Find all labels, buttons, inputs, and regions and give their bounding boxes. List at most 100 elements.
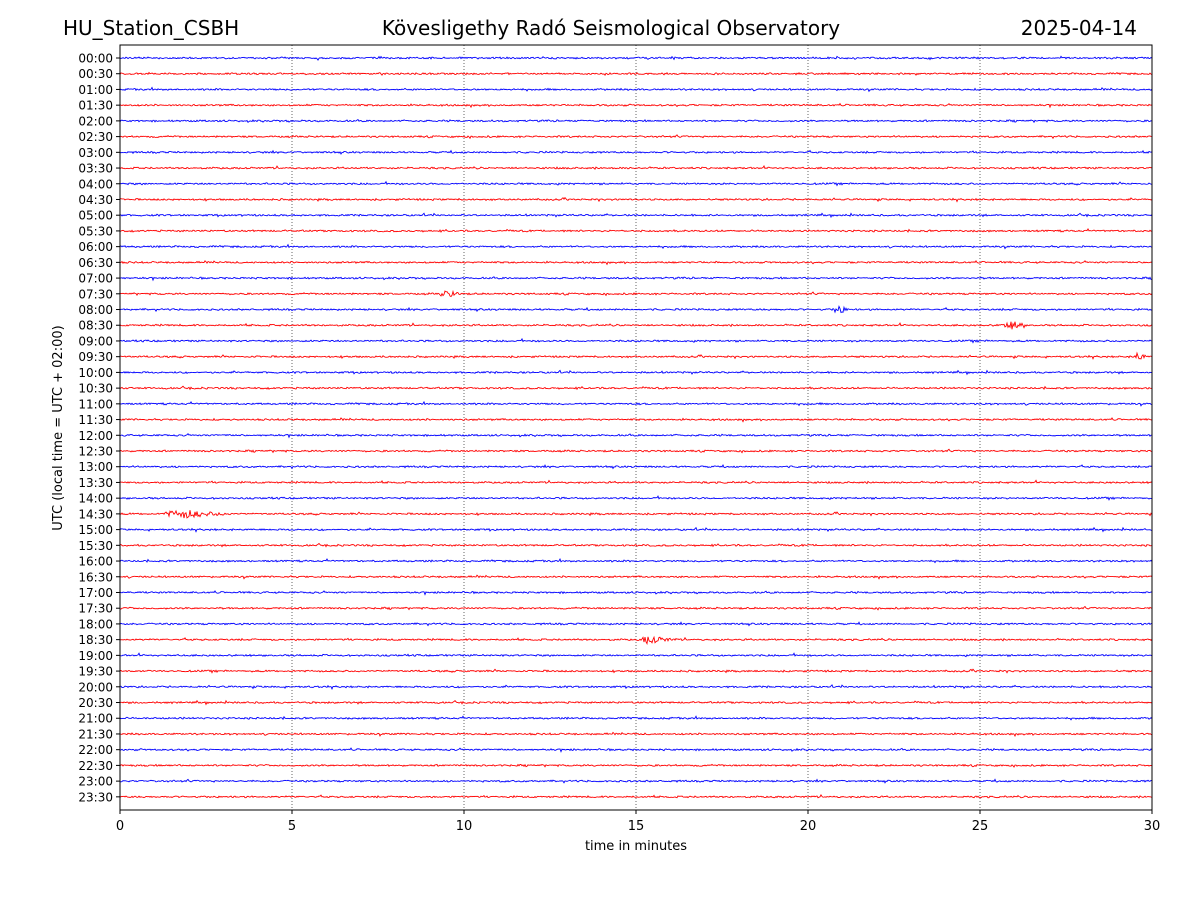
trace-0830 xyxy=(119,321,1153,330)
y-tick-label: 12:00 xyxy=(78,429,113,443)
x-tick-label: 0 xyxy=(116,819,124,834)
y-tick-label: 15:30 xyxy=(78,539,113,553)
grid-lines xyxy=(291,45,981,810)
trace-1600 xyxy=(119,558,1153,564)
trace-0800 xyxy=(119,305,1153,314)
y-tick-label: 17:30 xyxy=(78,602,113,616)
trace-0230 xyxy=(119,134,1153,140)
y-tick-label: 09:30 xyxy=(78,350,113,364)
y-tick-label: 06:30 xyxy=(78,256,113,270)
trace-0000 xyxy=(119,55,1153,61)
x-tick-label: 10 xyxy=(456,819,473,834)
trace-0700 xyxy=(119,276,1153,282)
trace-1800 xyxy=(119,621,1153,627)
y-tick-label: 02:00 xyxy=(78,114,113,128)
y-tick-label: 17:00 xyxy=(78,586,113,600)
y-tick-label: 00:00 xyxy=(78,52,113,66)
y-tick-label: 20:30 xyxy=(78,696,113,710)
y-tick-label: 16:00 xyxy=(78,555,113,569)
trace-0130 xyxy=(119,102,1153,109)
y-tick-label: 01:00 xyxy=(78,83,113,97)
y-tick-label: 11:30 xyxy=(78,413,113,427)
trace-0600 xyxy=(119,243,1153,250)
trace-1300 xyxy=(119,464,1153,470)
trace-1630 xyxy=(119,574,1153,580)
trace-0200 xyxy=(119,119,1153,124)
y-tick-label: 19:30 xyxy=(78,665,113,679)
trace-2000 xyxy=(119,684,1153,690)
y-tick-label: 05:30 xyxy=(78,224,113,238)
y-tick-label: 10:00 xyxy=(78,366,113,380)
trace-0930 xyxy=(119,351,1153,360)
y-tick-label: 00:30 xyxy=(78,67,113,81)
y-tick-label: 23:30 xyxy=(78,790,113,804)
trace-2300 xyxy=(119,778,1153,784)
x-axis-ticks: 0 5 10 15 20 25 30 xyxy=(116,810,1160,834)
trace-2230 xyxy=(119,763,1153,768)
trace-2100 xyxy=(119,715,1153,721)
y-axis-label: UTC (local time = UTC + 02:00) xyxy=(51,325,66,530)
trace-0430 xyxy=(119,196,1153,203)
trace-1430 xyxy=(119,509,1153,519)
y-tick-label: 22:30 xyxy=(78,759,113,773)
x-tick-label: 15 xyxy=(628,819,645,834)
y-tick-label: 08:00 xyxy=(78,303,113,317)
y-tick-label: 04:30 xyxy=(78,193,113,207)
x-tick-label: 20 xyxy=(800,819,817,834)
trace-0330 xyxy=(119,164,1153,170)
trace-1830 xyxy=(119,635,1153,646)
y-tick-label: 16:30 xyxy=(78,570,113,584)
y-tick-label: 10:30 xyxy=(78,382,113,396)
trace-1500 xyxy=(119,526,1153,533)
y-tick-label: 14:30 xyxy=(78,507,113,521)
station-label: HU_Station_CSBH xyxy=(63,16,240,40)
y-tick-label: 03:00 xyxy=(78,146,113,160)
trace-1030 xyxy=(119,385,1153,391)
y-tick-label: 22:00 xyxy=(78,743,113,757)
y-tick-label: 18:00 xyxy=(78,617,113,631)
trace-1000 xyxy=(119,369,1153,376)
trace-1930 xyxy=(119,668,1153,674)
y-tick-label: 19:00 xyxy=(78,649,113,663)
y-tick-label: 09:00 xyxy=(78,334,113,348)
y-tick-label: 13:30 xyxy=(78,476,113,490)
trace-0500 xyxy=(119,212,1153,219)
trace-0300 xyxy=(119,149,1153,155)
trace-1400 xyxy=(119,495,1153,501)
y-tick-label: 04:00 xyxy=(78,177,113,191)
trace-1330 xyxy=(119,479,1153,485)
trace-0630 xyxy=(119,259,1153,266)
y-tick-label: 13:00 xyxy=(78,460,113,474)
chart-title: Kövesligethy Radó Seismological Observat… xyxy=(381,16,841,40)
seismic-traces xyxy=(119,55,1153,799)
y-tick-label: 20:00 xyxy=(78,680,113,694)
trace-1130 xyxy=(119,417,1153,423)
trace-1530 xyxy=(119,542,1153,548)
y-tick-label: 21:30 xyxy=(78,727,113,741)
trace-1100 xyxy=(119,400,1153,407)
y-tick-label: 05:00 xyxy=(78,209,113,223)
y-tick-label: 06:00 xyxy=(78,240,113,254)
trace-0030 xyxy=(119,71,1153,77)
y-tick-label: 21:00 xyxy=(78,712,113,726)
y-tick-label: 23:00 xyxy=(78,775,113,789)
trace-2200 xyxy=(119,747,1153,753)
trace-0900 xyxy=(119,337,1153,344)
trace-0530 xyxy=(119,228,1153,233)
trace-2030 xyxy=(119,699,1153,706)
y-tick-label: 07:30 xyxy=(78,287,113,301)
x-axis-label: time in minutes xyxy=(585,839,687,854)
trace-1900 xyxy=(119,652,1153,658)
x-tick-label: 25 xyxy=(972,819,989,834)
trace-0730 xyxy=(119,289,1153,298)
date-label: 2025-04-14 xyxy=(1020,16,1137,40)
y-tick-label: 15:00 xyxy=(78,523,113,537)
trace-0100 xyxy=(119,86,1153,93)
y-tick-label: 08:30 xyxy=(78,319,113,333)
y-tick-label: 07:00 xyxy=(78,272,113,286)
trace-1730 xyxy=(119,605,1153,611)
trace-2130 xyxy=(119,731,1153,737)
y-tick-label: 18:30 xyxy=(78,633,113,647)
